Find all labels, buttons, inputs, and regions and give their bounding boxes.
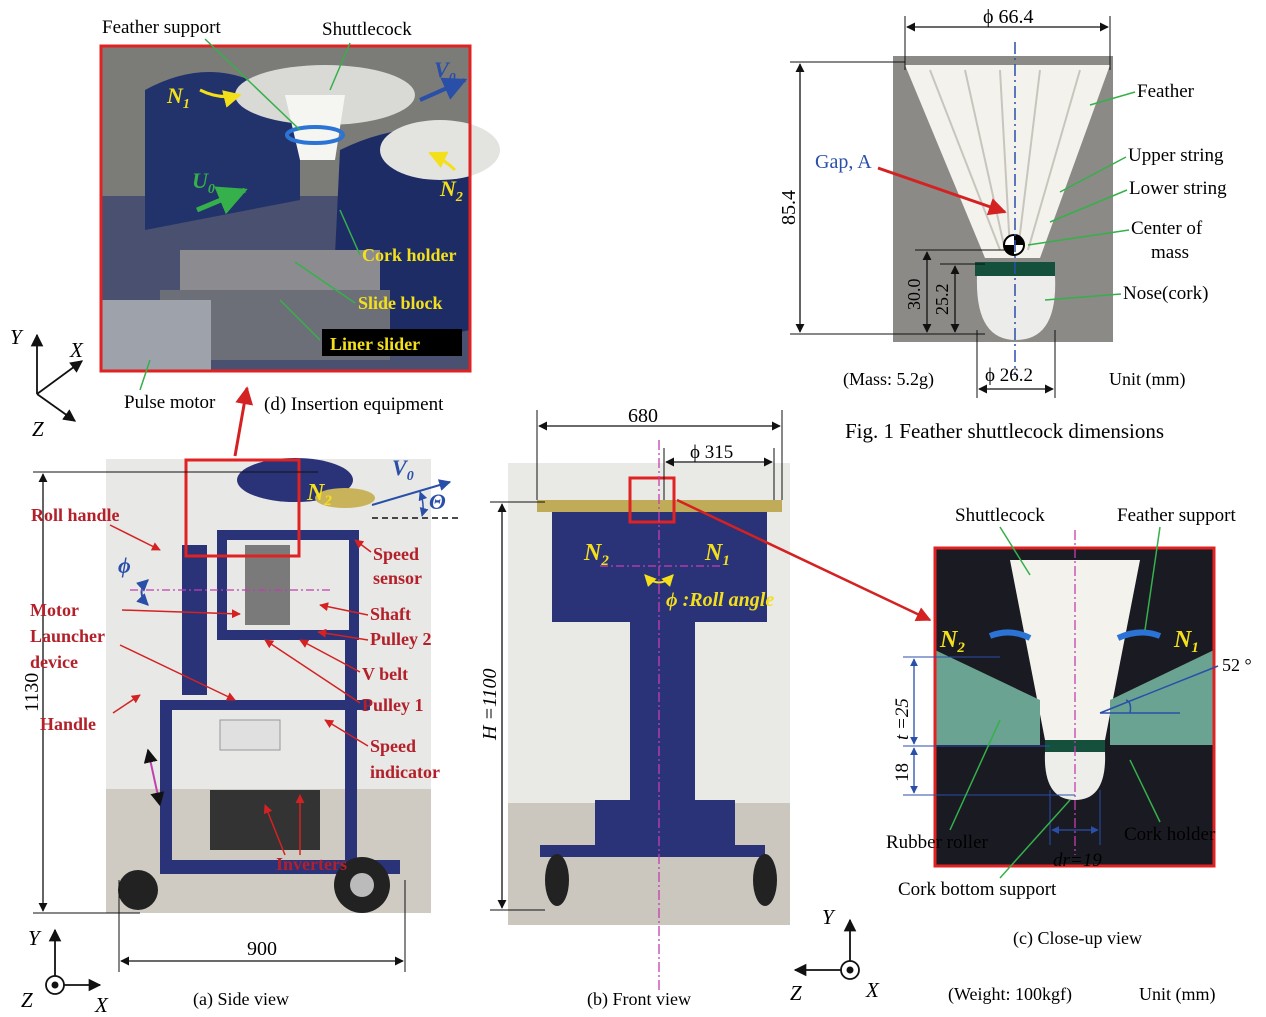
label-speed-sensor-2: sensor: [373, 568, 422, 588]
svg-text:Y: Y: [10, 325, 24, 349]
label-roll-angle: ϕ :Roll angle: [666, 589, 774, 611]
dim-base: ϕ 26.2: [985, 365, 1033, 386]
label-c-cork-holder: Cork holder: [1124, 824, 1216, 845]
label-gap: Gap, A: [815, 151, 872, 173]
label-theta: Θ: [429, 489, 446, 514]
label-u0: U0: [192, 168, 215, 197]
svg-text:Z: Z: [32, 417, 44, 441]
panel-a-side-view: 1130 900 V0 Θ N2 ϕ Roll handle Motor Lau…: [21, 455, 460, 1017]
svg-text:Z: Z: [790, 981, 802, 1005]
dim-width: ϕ 66.4: [983, 6, 1034, 28]
axes-d: Y X Z: [10, 325, 84, 441]
axes-a: Y X Z: [21, 926, 109, 1017]
label-cork-holder: Cork holder: [362, 245, 457, 265]
label-slide-block: Slide block: [358, 293, 443, 313]
label-n2: N2: [439, 176, 463, 205]
label-pulse-motor: Pulse motor: [124, 392, 216, 413]
label-motor: Motor: [30, 600, 79, 620]
dim-height: 85.4: [778, 190, 800, 225]
dim-front-width: 680: [628, 405, 658, 427]
label-nose: Nose(cork): [1123, 283, 1208, 304]
label-liner-slider: Liner slider: [330, 334, 420, 354]
arrow-v0: [419, 77, 468, 102]
label-feather: Feather: [1137, 81, 1195, 102]
panel-d-insertion-equipment: Feather support Shuttlecock V0 N1 N2 U0 …: [10, 17, 500, 441]
label-c-n1: N1: [1173, 627, 1199, 656]
label-rubber-roller: Rubber roller: [886, 832, 989, 853]
label-mass-word: mass: [1151, 242, 1189, 263]
caption-d: (d) Insertion equipment: [264, 394, 444, 415]
caption-a: (a) Side view: [193, 989, 289, 1010]
label-a-v0: V0: [392, 455, 414, 484]
label-shaft: Shaft: [370, 604, 411, 624]
caption-fig1: Fig. 1 Feather shuttlecock dimensions: [845, 419, 1164, 443]
label-n1: N1: [166, 83, 190, 112]
panel-b-front-view: 680 ϕ 315 H =1100 N2 N1 ϕ :Roll angle Y …: [479, 405, 932, 1010]
label-device: device: [30, 652, 78, 672]
svg-text:Z: Z: [21, 988, 33, 1012]
panel-c-close-up: N2 N1 Shuttlecock Feather support 52 ° t…: [886, 505, 1252, 1005]
label-a-n2: N2: [306, 480, 332, 509]
svg-text:X: X: [94, 993, 109, 1017]
dim-30: 30.0: [904, 279, 924, 311]
label-unit-c: Unit (mm): [1139, 984, 1216, 1005]
label-lower-string: Lower string: [1129, 178, 1227, 199]
svg-text:X: X: [865, 978, 880, 1002]
label-c-shuttlecock: Shuttlecock: [955, 505, 1045, 526]
svg-text:Y: Y: [822, 905, 836, 929]
dim-front-height: H =1100: [479, 669, 501, 741]
svg-text:X: X: [69, 338, 84, 362]
label-weight: (Weight: 100kgf): [948, 984, 1072, 1005]
label-inverters: Inverters: [276, 854, 347, 874]
label-b-n2: N2: [583, 540, 609, 569]
label-shuttlecock: Shuttlecock: [322, 19, 412, 40]
label-mass: (Mass: 5.2g): [843, 369, 934, 390]
caption-c: (c) Close-up view: [1013, 928, 1142, 949]
label-phi: ϕ: [118, 553, 131, 578]
label-cork-bottom: Cork bottom support: [898, 879, 1057, 900]
dim-side-height: 1130: [21, 673, 43, 712]
label-feather-support: Feather support: [102, 17, 221, 38]
dim-dr: dr=19: [1053, 850, 1102, 871]
label-roll-handle: Roll handle: [31, 505, 120, 525]
fig1-shuttlecock-dimensions: ϕ 66.4 85.4 30.0 25.2 ϕ 26.2 (Mass: 5.2g…: [778, 6, 1227, 443]
label-pulley-1: Pulley 1: [362, 695, 424, 715]
dim-side-width: 900: [247, 938, 277, 960]
label-c-n2: N2: [939, 627, 965, 656]
label-angle: 52 °: [1222, 655, 1252, 675]
label-unit-fig1: Unit (mm): [1109, 369, 1186, 390]
label-speed-indicator-2: indicator: [370, 762, 440, 782]
label-v-belt: V belt: [362, 664, 408, 684]
dim-18: 18: [892, 763, 913, 782]
svg-text:Y: Y: [28, 926, 42, 950]
label-pulley-2: Pulley 2: [370, 629, 432, 649]
label-upper-string: Upper string: [1128, 145, 1224, 166]
label-center-of: Center of: [1131, 218, 1203, 239]
label-launcher: Launcher: [30, 626, 105, 646]
label-c-feather-support: Feather support: [1117, 505, 1236, 526]
label-handle: Handle: [40, 714, 96, 734]
label-speed-sensor-1: Speed: [373, 544, 419, 564]
dim-25: 25.2: [932, 284, 952, 316]
dim-t: t =25: [892, 698, 913, 740]
label-speed-indicator-1: Speed: [370, 736, 416, 756]
caption-b: (b) Front view: [587, 989, 691, 1010]
label-b-n1: N1: [704, 540, 730, 569]
axes-b: Y X Z: [790, 905, 880, 1005]
dim-roller: ϕ 315: [690, 442, 733, 463]
